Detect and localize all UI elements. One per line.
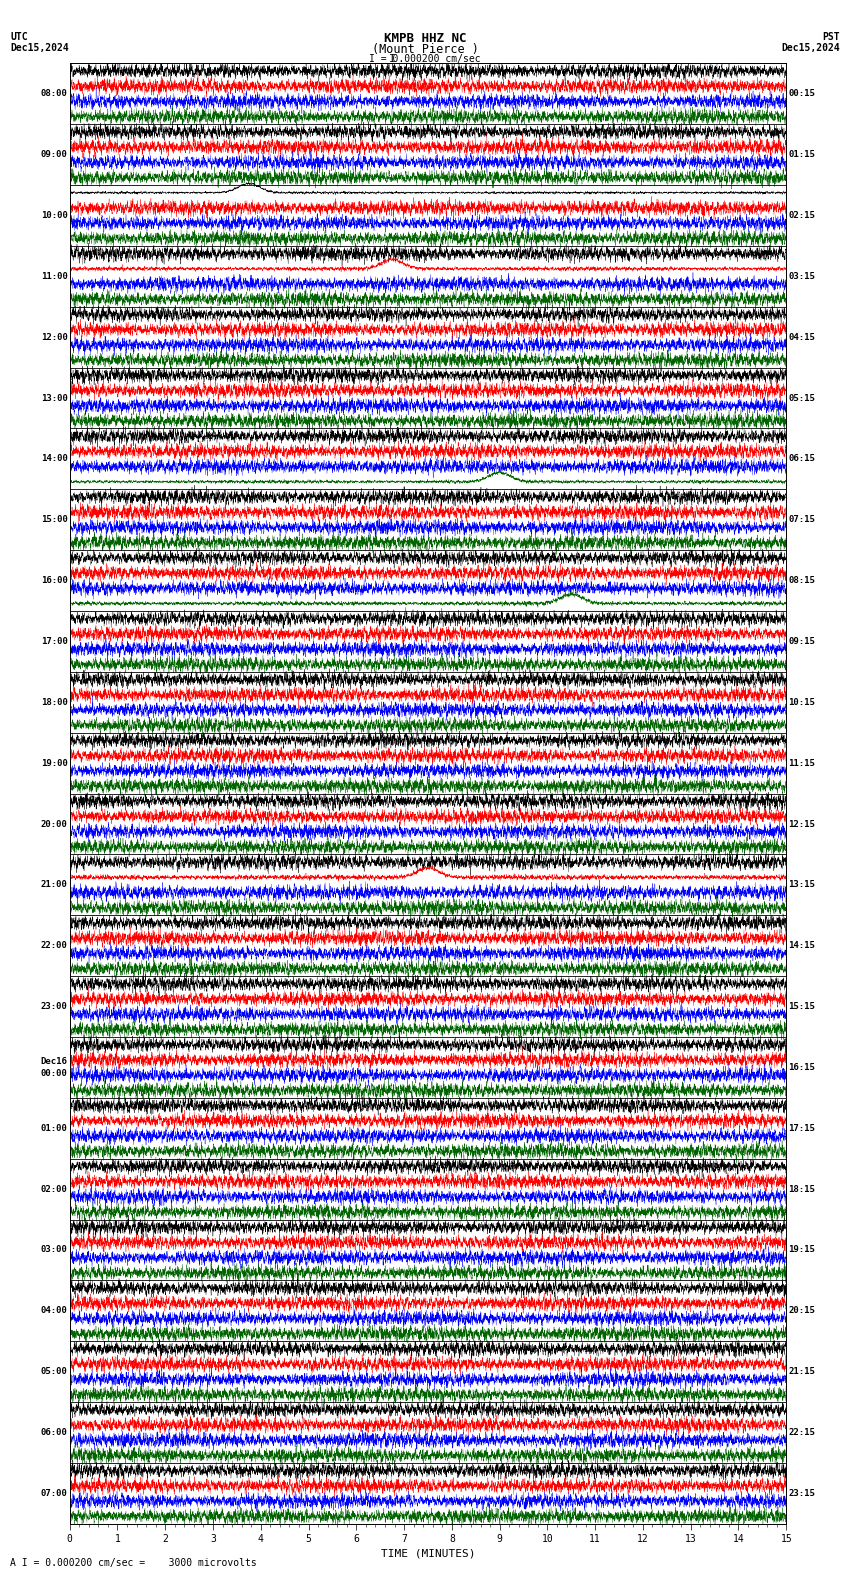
Text: 17:15: 17:15 [789,1123,815,1133]
Text: 03:00: 03:00 [41,1245,67,1255]
Text: 20:15: 20:15 [789,1307,815,1315]
Text: 07:15: 07:15 [789,515,815,524]
Text: 06:15: 06:15 [789,455,815,464]
Text: 16:00: 16:00 [41,577,67,584]
Text: 22:15: 22:15 [789,1429,815,1437]
Text: (Mount Pierce ): (Mount Pierce ) [371,43,479,55]
Text: KMPB HHZ NC: KMPB HHZ NC [383,32,467,44]
Text: Dec16: Dec16 [41,1057,67,1066]
Text: A I = 0.000200 cm/sec =    3000 microvolts: A I = 0.000200 cm/sec = 3000 microvolts [10,1559,257,1568]
Text: 15:15: 15:15 [789,1003,815,1011]
Text: 07:00: 07:00 [41,1489,67,1498]
Text: 06:00: 06:00 [41,1429,67,1437]
X-axis label: TIME (MINUTES): TIME (MINUTES) [381,1549,475,1559]
Text: UTC: UTC [10,32,28,41]
Text: 19:15: 19:15 [789,1245,815,1255]
Text: 09:15: 09:15 [789,637,815,646]
Text: 05:15: 05:15 [789,393,815,402]
Text: I: I [389,54,396,63]
Text: 02:00: 02:00 [41,1185,67,1194]
Text: 23:00: 23:00 [41,1003,67,1011]
Text: Dec15,2024: Dec15,2024 [10,43,69,52]
Text: 04:15: 04:15 [789,333,815,342]
Text: 09:00: 09:00 [41,150,67,158]
Text: 12:15: 12:15 [789,819,815,828]
Text: 01:00: 01:00 [41,1123,67,1133]
Text: 04:00: 04:00 [41,1307,67,1315]
Text: 11:15: 11:15 [789,759,815,768]
Text: 14:15: 14:15 [789,941,815,950]
Text: 13:00: 13:00 [41,393,67,402]
Text: Dec15,2024: Dec15,2024 [781,43,840,52]
Text: 21:00: 21:00 [41,881,67,889]
Text: 16:15: 16:15 [789,1063,815,1072]
Text: 10:00: 10:00 [41,211,67,220]
Text: 05:00: 05:00 [41,1367,67,1376]
Text: 22:00: 22:00 [41,941,67,950]
Text: 11:00: 11:00 [41,272,67,280]
Text: I = 0.000200 cm/sec: I = 0.000200 cm/sec [369,54,481,63]
Text: 00:15: 00:15 [789,89,815,98]
Text: 10:15: 10:15 [789,699,815,706]
Text: 18:15: 18:15 [789,1185,815,1194]
Text: 23:15: 23:15 [789,1489,815,1498]
Text: 20:00: 20:00 [41,819,67,828]
Text: PST: PST [822,32,840,41]
Text: 08:00: 08:00 [41,89,67,98]
Text: 13:15: 13:15 [789,881,815,889]
Text: 03:15: 03:15 [789,272,815,280]
Text: 00:00: 00:00 [41,1069,67,1079]
Text: 21:15: 21:15 [789,1367,815,1376]
Text: 02:15: 02:15 [789,211,815,220]
Text: 12:00: 12:00 [41,333,67,342]
Text: 19:00: 19:00 [41,759,67,768]
Text: 17:00: 17:00 [41,637,67,646]
Text: 08:15: 08:15 [789,577,815,584]
Text: 15:00: 15:00 [41,515,67,524]
Text: 14:00: 14:00 [41,455,67,464]
Text: 18:00: 18:00 [41,699,67,706]
Text: 01:15: 01:15 [789,150,815,158]
